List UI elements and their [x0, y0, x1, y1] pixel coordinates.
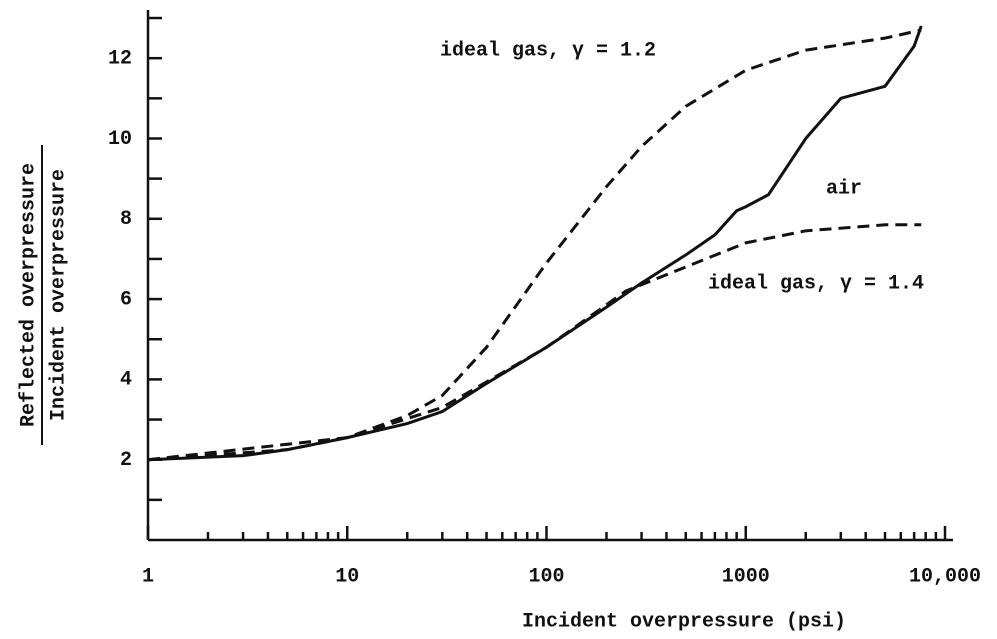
- y-tick-label: 10: [108, 128, 132, 151]
- x-axis-label: Incident overpressure (psi): [522, 610, 846, 633]
- line-series: [147, 223, 922, 462]
- y-label-top: Reflected overpressure: [17, 163, 40, 427]
- y-axis-label: Reflected overpressure Incident overpres…: [17, 145, 70, 445]
- series-label: ideal gas, γ = 1.4: [708, 272, 924, 295]
- x-tick-label: 100: [528, 565, 564, 588]
- x-tick-label: 1: [142, 565, 154, 588]
- y-tick-label: 4: [120, 369, 132, 392]
- y-tick-label: 8: [120, 208, 132, 231]
- y-tick-label: 2: [120, 449, 132, 472]
- x-tick-label: 10: [335, 565, 359, 588]
- line-series: [147, 28, 922, 462]
- y-tick-label: 6: [120, 288, 132, 311]
- y-label-bottom: Incident overpressure: [47, 169, 70, 421]
- line-series: [147, 25, 923, 462]
- x-tick-label: 1000: [722, 565, 770, 588]
- series-label: ideal gas, γ = 1.2: [440, 39, 656, 62]
- y-tick-label: 12: [108, 47, 132, 70]
- x-tick-label: 10,000: [909, 565, 981, 588]
- series-label: air: [826, 177, 862, 200]
